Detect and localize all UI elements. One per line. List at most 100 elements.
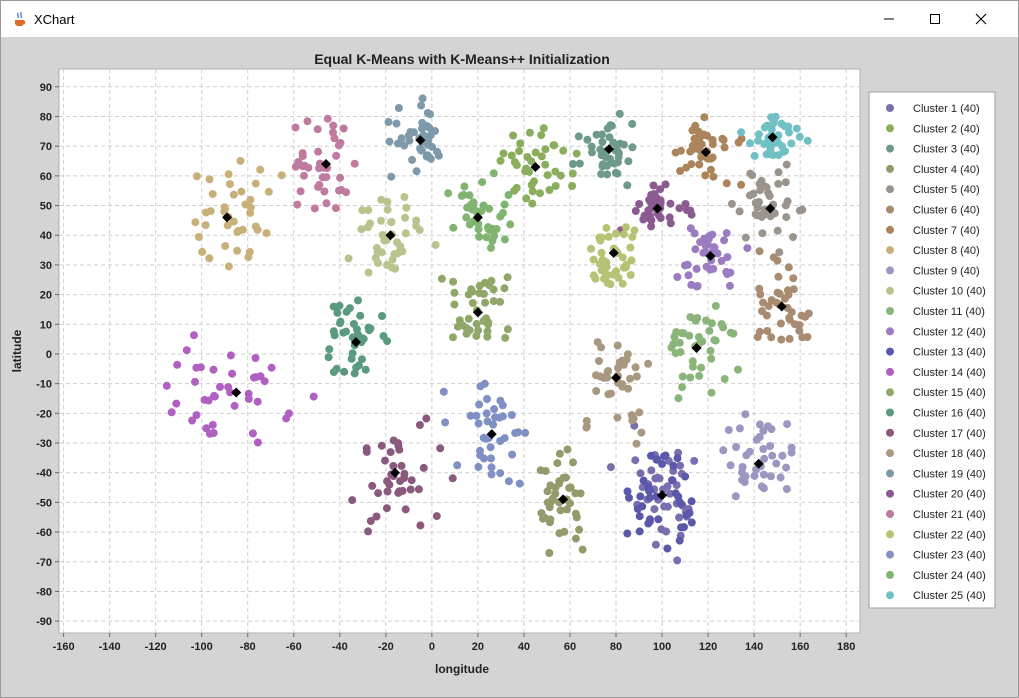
legend-marker [886,246,894,255]
data-point [401,505,410,514]
legend-marker [886,530,894,539]
data-point [548,494,557,503]
title-bar[interactable]: XChart [1,1,1018,37]
data-point [348,496,357,505]
data-point [707,354,716,363]
data-point [652,455,661,464]
legend-marker [886,124,894,133]
data-point [720,143,729,152]
data-point [686,224,695,233]
data-point [777,335,786,344]
y-tick-label: -30 [36,438,52,450]
data-point [635,512,644,521]
data-point [543,487,552,496]
data-point [737,134,746,143]
cluster-center-marker [390,467,401,478]
data-point [686,206,695,215]
data-point [695,371,704,380]
data-point [474,419,483,428]
data-point [293,200,302,209]
data-point [238,225,247,234]
cluster-center-marker [657,490,668,501]
data-point [464,314,473,323]
data-point [578,545,587,554]
data-point [665,213,674,222]
data-point [244,253,253,262]
data-point [647,466,656,475]
cluster-center-marker [608,248,619,259]
data-point [350,159,359,168]
data-point [489,297,498,306]
data-point [589,255,598,264]
data-point [449,277,458,286]
data-point [398,486,407,495]
data-point [623,350,632,359]
data-point [666,199,675,208]
data-point [776,473,785,482]
data-point [707,388,716,397]
minimize-button[interactable] [866,1,912,37]
data-point [628,143,637,152]
data-point [210,391,218,400]
data-point [496,156,505,165]
data-point [545,503,554,512]
data-point [719,136,728,144]
legend-entry: Cluster 11 (40) [913,306,985,318]
data-point [587,142,596,151]
data-point [615,109,624,118]
data-point [773,226,782,235]
y-tick-label: -20 [36,408,52,420]
data-point [414,485,423,494]
legend-entry: Cluster 2 (40) [913,123,980,135]
x-tick-label: -60 [286,641,302,653]
legend-marker [886,591,894,600]
data-point [768,451,777,460]
data-point [224,170,233,179]
data-point [681,200,690,208]
data-point [383,205,392,214]
data-point [612,229,620,238]
data-point [525,128,534,137]
plot-area [58,68,861,634]
data-point [755,420,764,429]
data-point [437,274,446,283]
data-point [253,397,262,406]
data-point [709,172,718,181]
maximize-button[interactable] [912,1,958,37]
data-point [681,261,689,270]
x-tick-label: 100 [653,641,671,653]
data-point [766,472,775,481]
data-point [782,485,791,493]
data-point [468,299,477,307]
data-point [737,180,746,189]
data-point [571,534,580,543]
legend-entry: Cluster 10 (40) [913,286,986,298]
data-point [626,271,635,279]
data-point [795,321,804,329]
x-axis-label: longitude [435,662,489,676]
data-point [229,217,238,226]
cluster-center-marker [652,203,663,214]
data-point [691,245,700,254]
legend-marker [886,408,894,417]
data-point [647,222,656,231]
data-point [727,199,736,208]
data-point [474,462,483,471]
data-point [613,158,622,167]
data-point [767,333,776,342]
data-point [512,161,521,170]
data-point [693,314,702,322]
data-point [191,377,199,386]
data-point [596,236,605,245]
legend-marker [886,347,894,356]
data-point [619,263,628,272]
data-point [688,145,697,154]
window-title: XChart [34,12,75,27]
data-point [450,288,459,297]
data-point [766,442,775,450]
data-point [244,394,253,403]
data-point [364,527,373,536]
data-point [394,439,403,448]
data-point [626,374,634,383]
close-button[interactable] [958,1,1004,37]
